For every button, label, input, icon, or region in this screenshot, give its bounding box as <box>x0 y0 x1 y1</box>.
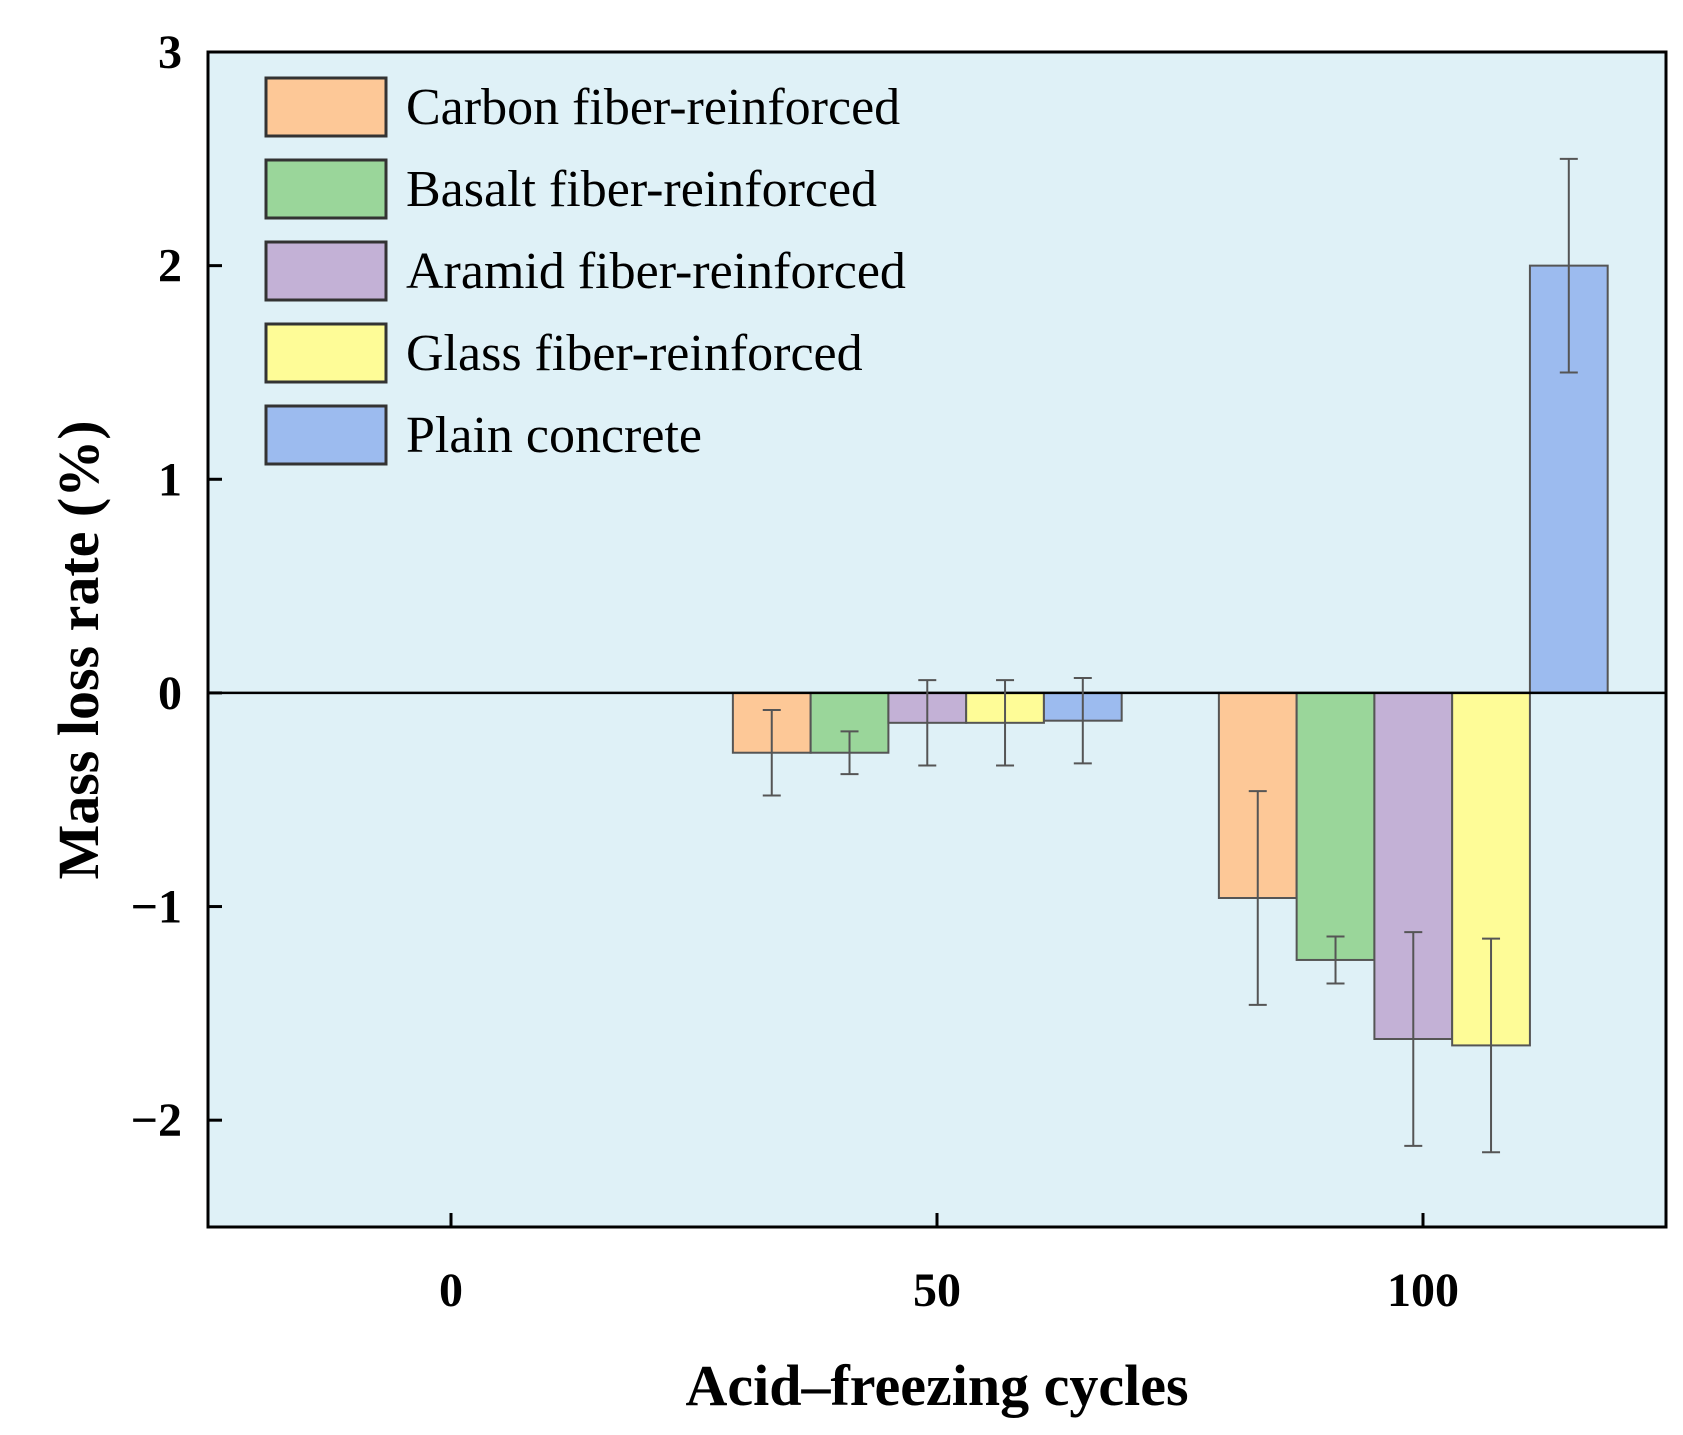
y-tick-label: 0 <box>158 667 182 720</box>
legend-label: Basalt fiber-reinforced <box>406 161 877 218</box>
y-tick-label: 2 <box>158 240 182 293</box>
bars-layer <box>731 264 1609 1047</box>
legend-swatch <box>264 322 388 384</box>
x-axis-title: Acid–freezing cycles <box>685 1353 1188 1418</box>
plot-area <box>208 52 1666 1227</box>
y-tick-label: 1 <box>158 453 182 506</box>
legend-swatch <box>264 76 388 138</box>
y-axis-title: Mass loss rate (%) <box>46 420 111 879</box>
legend-label: Plain concrete <box>406 407 702 464</box>
legend-label: Aramid fiber-reinforced <box>406 243 906 300</box>
bar <box>1295 691 1376 961</box>
y-tick-label: 3 <box>158 26 182 79</box>
x-tick-label: 50 <box>913 1264 961 1317</box>
legend-swatch <box>264 240 388 302</box>
ticks-layer: 0 50 100 3 2 1 0 −1 −2 <box>131 26 1459 1317</box>
x-tick-label: 0 <box>439 1264 463 1317</box>
x-tick-label: 100 <box>1387 1264 1459 1317</box>
legend-swatch <box>264 404 388 466</box>
legend-label: Carbon fiber-reinforced <box>406 79 900 136</box>
legend-label: Glass fiber-reinforced <box>406 325 863 382</box>
legend: Carbon fiber-reinforced Basalt fiber-rein… <box>264 76 906 466</box>
errors-layer <box>762 157 1578 1154</box>
y-tick-label: −1 <box>131 881 182 934</box>
y-tick-label: −2 <box>131 1094 182 1147</box>
legend-swatch <box>264 158 388 220</box>
